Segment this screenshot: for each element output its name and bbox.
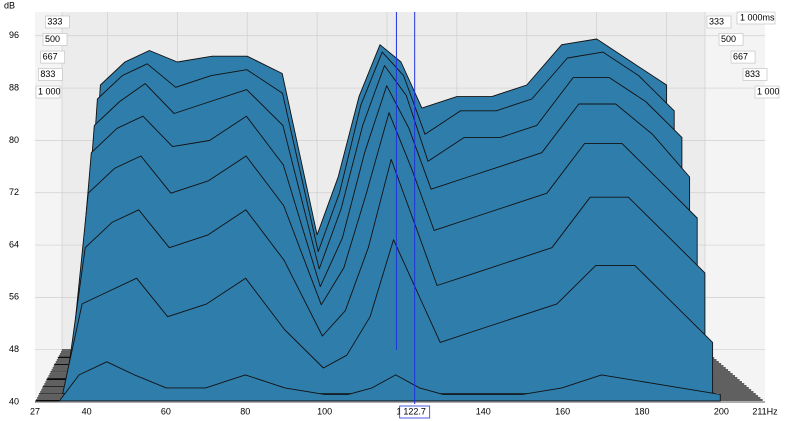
z-tick-label: 667 xyxy=(733,51,748,61)
z-tick-box xyxy=(742,68,768,81)
y-tick-label: 72 xyxy=(9,187,19,197)
slice xyxy=(38,239,714,395)
z-tick-box xyxy=(38,68,63,81)
x-tick-label: 160 xyxy=(555,406,570,416)
z-tick-box xyxy=(718,33,744,46)
z-tick-label: 333 xyxy=(47,16,62,26)
y-tick-label: 64 xyxy=(9,239,19,249)
y-tick-label: 40 xyxy=(9,396,19,406)
z-tick-box xyxy=(42,33,68,46)
y-tick-label: 48 xyxy=(9,344,19,354)
x-tick-label: 80 xyxy=(240,406,250,416)
left-wall xyxy=(35,12,62,402)
cursor-box xyxy=(399,405,431,419)
z-tick-box xyxy=(45,15,70,29)
z-unit-box xyxy=(736,11,776,25)
x-tick-label: 200 xyxy=(714,406,729,416)
y-tick-label: 80 xyxy=(9,135,19,145)
cursor-label: 122.7 xyxy=(403,406,426,416)
z-tick-label: 667 xyxy=(43,51,58,61)
right-wall xyxy=(705,12,765,402)
z-tick-box xyxy=(730,50,756,64)
z-tick-label: 1 000 xyxy=(38,86,61,96)
x-tick-label: 211Hz xyxy=(752,406,778,416)
x-tick-label: 40 xyxy=(82,406,92,416)
z-tick-box xyxy=(35,85,61,99)
y-tick-label: 56 xyxy=(9,292,19,302)
z-tick-label: 333 xyxy=(709,16,724,26)
y-axis-label: dB xyxy=(4,0,15,10)
z-tick-label: 1 000 xyxy=(757,86,780,96)
z-unit-label: 1 000ms xyxy=(740,12,775,22)
z-tick-box xyxy=(40,50,65,64)
z-tick-box xyxy=(706,15,732,29)
slice xyxy=(35,361,721,402)
x-tick-label: 180 xyxy=(634,406,649,416)
x-tick-label: 100 xyxy=(317,406,332,416)
x-tick-label: 140 xyxy=(476,406,491,416)
y-tick-label: 88 xyxy=(9,82,19,92)
x-tick-label: 60 xyxy=(161,406,171,416)
z-tick-label: 833 xyxy=(40,69,55,79)
z-tick-label: 500 xyxy=(721,34,736,44)
y-tick-label: 96 xyxy=(9,30,19,40)
x-tick-label: 27 xyxy=(30,406,40,416)
z-tick-box xyxy=(754,85,780,99)
z-tick-label: 833 xyxy=(745,69,760,79)
z-tick-label: 500 xyxy=(45,34,60,44)
